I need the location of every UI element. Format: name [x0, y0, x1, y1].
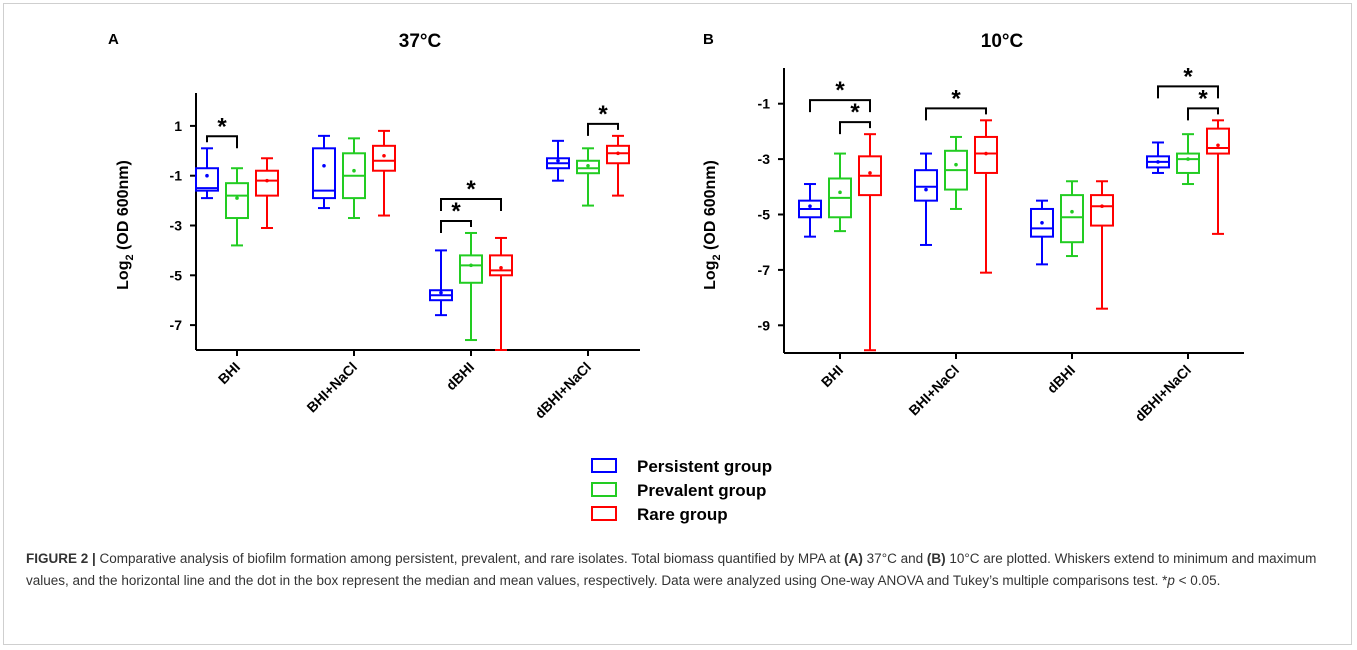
box-iqr — [914, 169, 938, 202]
box-iqr — [372, 144, 396, 172]
y-tick-label: -9 — [758, 317, 771, 333]
significance-star: * — [1198, 85, 1208, 112]
box-iqr — [1206, 127, 1230, 155]
mean-dot — [1216, 143, 1220, 148]
mean-dot — [439, 290, 443, 295]
panel-a-37c: A 37°C Log2 (OD 600nm) 1 -1 -3 -5 -7 BHI BHI+NaCl… — [108, 31, 640, 422]
significance-bracket — [809, 99, 871, 113]
mean-dot — [205, 173, 209, 178]
y-axis-label: Log2 (OD 600nm) — [115, 160, 136, 290]
mean-dot — [499, 266, 503, 270]
mean-dot — [382, 153, 386, 158]
significance-bracket — [1187, 107, 1219, 121]
mean-dot — [616, 151, 620, 156]
mean-dot — [352, 168, 356, 173]
significance-star: * — [850, 99, 860, 126]
mean-dot — [1040, 221, 1044, 225]
x-tick-label: dBHI — [443, 359, 477, 393]
mean-dot — [984, 151, 988, 156]
significance-star: * — [951, 85, 961, 112]
panel-letter: B — [703, 31, 714, 48]
legend: Persistent group Prevalent group Rare grou… — [591, 457, 772, 524]
legend-swatch — [591, 506, 617, 521]
y-tick-label: -3 — [758, 151, 771, 167]
y-tick-label: -1 — [170, 168, 183, 184]
chart-title: 37°C — [399, 31, 442, 52]
significance-bracket — [1157, 85, 1219, 99]
mean-dot — [322, 163, 326, 168]
x-tick-label: BHI+NaCl — [905, 362, 962, 419]
box-iqr — [1176, 152, 1200, 174]
significance-star: * — [1183, 63, 1193, 90]
y-axis-label: Log2 (OD 600nm) — [702, 160, 723, 290]
box-iqr — [459, 254, 483, 284]
panel-b-10c: B 10°C Log2 (OD 600nm) -1 -3 -5 -7 -9 BHI BHI+NaC… — [702, 31, 1244, 425]
caption-text-4: < 0.05. — [1174, 573, 1221, 588]
y-tick-label: -1 — [758, 96, 771, 112]
box-iqr — [255, 169, 279, 197]
y-tick-label: -5 — [170, 267, 183, 283]
caption-a-marker: (A) — [844, 551, 863, 566]
mean-dot — [1186, 157, 1190, 161]
figure-frame — [3, 3, 1352, 645]
mean-dot — [808, 204, 812, 208]
panel-letter: A — [108, 31, 119, 48]
y-tick-label: -5 — [758, 207, 771, 223]
mean-dot — [469, 263, 473, 268]
caption-text-1: Comparative analysis of biofilm formatio… — [95, 551, 845, 566]
y-tick-label: 1 — [174, 118, 182, 134]
mean-dot — [235, 196, 239, 200]
y-tick-label: -7 — [170, 317, 183, 333]
significance-bracket — [206, 135, 238, 149]
caption-b-marker: (B) — [926, 551, 946, 566]
x-tick-label: dBHI+NaCl — [1131, 362, 1194, 425]
mean-dot — [586, 163, 590, 168]
significance-bracket — [839, 121, 871, 135]
y-tick-label: -3 — [170, 218, 183, 234]
significance-star: * — [217, 113, 227, 140]
significance-star: * — [598, 101, 608, 128]
box-iqr — [1060, 194, 1084, 244]
legend-label: Rare group — [637, 505, 728, 524]
x-tick-label: dBHI+NaCl — [531, 359, 594, 422]
mean-dot — [868, 171, 872, 175]
mean-dot — [556, 158, 560, 163]
box-iqr — [1090, 194, 1114, 227]
caption-text-2: 37°C and — [862, 551, 927, 566]
caption-p-symbol: p — [1167, 573, 1175, 588]
mean-dot — [1070, 209, 1074, 214]
legend-label: Prevalent group — [637, 481, 766, 500]
significance-bracket — [587, 122, 619, 136]
legend-swatch — [591, 458, 617, 473]
box-iqr — [489, 254, 513, 277]
caption-text-3: 10°C are plotted. Whiskers extend to min… — [26, 551, 1317, 588]
x-tick-label: BHI+NaCl — [303, 359, 360, 416]
box-iqr — [225, 182, 249, 220]
chart-title: 10°C — [981, 31, 1024, 52]
significance-star: * — [466, 176, 476, 203]
chart-canvas: A 37°C Log2 (OD 600nm) 1 -1 -3 -5 -7 BHI BHI+NaCl… — [108, 31, 1244, 524]
mean-dot — [265, 178, 269, 183]
mean-dot — [924, 187, 928, 192]
x-tick-label: dBHI — [1044, 362, 1078, 396]
legend-label: Persistent group — [637, 457, 772, 476]
x-tick-label: BHI — [215, 359, 243, 387]
caption-label: FIGURE 2 | — [26, 551, 96, 566]
significance-bracket — [440, 197, 502, 211]
box-iqr — [312, 147, 336, 200]
mean-dot — [1156, 160, 1160, 164]
mean-dot — [838, 190, 842, 195]
significance-bracket — [440, 219, 472, 233]
mean-dot — [1100, 204, 1104, 208]
mean-dot — [954, 162, 958, 167]
significance-star: * — [835, 77, 845, 104]
significance-star: * — [451, 198, 461, 225]
y-tick-label: -7 — [758, 262, 771, 278]
x-tick-label: BHI — [818, 362, 846, 390]
legend-swatch — [591, 482, 617, 497]
significance-bracket — [925, 107, 987, 121]
figure-caption: FIGURE 2 | Comparative analysis of biofi… — [26, 548, 1336, 592]
box-iqr — [195, 167, 219, 192]
